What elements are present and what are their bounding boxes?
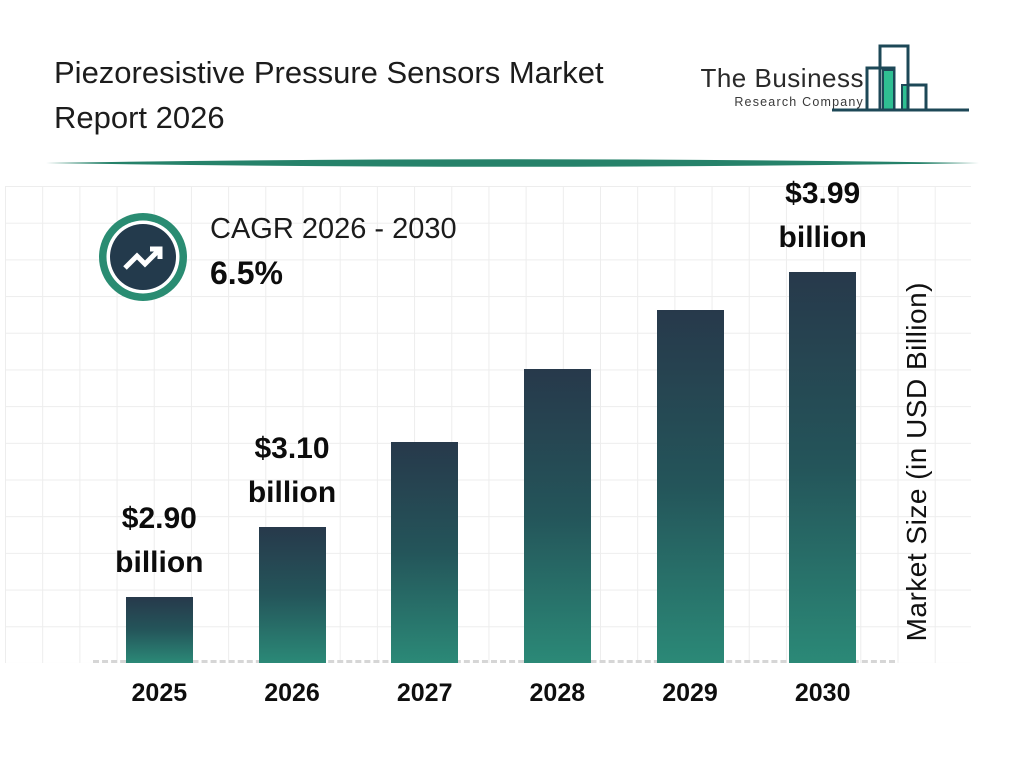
bar-value-line1: $3.99 [785, 177, 861, 210]
bar [391, 442, 459, 663]
page-title-line1: Piezoresistive Pressure Sensors Market [54, 55, 604, 90]
bars-row: $2.90 billion 2025 $3.10 billion 2026 2027 2028… [93, 177, 889, 707]
bar-value-label: $3.99 billion [736, 172, 909, 260]
bar-value-line1: $3.10 [254, 432, 330, 465]
bar-chart-logo-icon [832, 44, 969, 112]
bar-value-line2: billion [247, 476, 337, 509]
x-axis-label: 2027 [396, 679, 453, 707]
bar [523, 369, 591, 663]
company-logo: The Business Research Company [660, 63, 864, 109]
bar [789, 272, 857, 663]
y-axis-label: Market Size (in USD Billion) [901, 282, 932, 642]
x-axis-label: 2025 [131, 679, 188, 707]
x-axis-label: 2029 [662, 679, 718, 707]
bar-value-label: $2.90 billion [73, 497, 246, 585]
page-title-line2: Report 2026 [54, 100, 225, 135]
bar-slot: $3.10 billion 2026 [226, 186, 359, 707]
x-axis-label: 2030 [794, 679, 851, 707]
bar [258, 527, 326, 663]
x-axis-baseline [93, 660, 895, 663]
bar [125, 597, 193, 663]
bar-value-line1: $2.90 [121, 502, 197, 535]
logo-company-name: The Business [700, 63, 864, 93]
bar-slot: $3.99 billion 2030 [756, 177, 889, 707]
bar-value-line2: billion [115, 546, 204, 579]
bar-slot: 2028 [491, 186, 624, 707]
page-title: Piezoresistive Pressure Sensors Market R… [54, 50, 714, 140]
trending-up-icon [99, 213, 187, 301]
x-axis-label: 2028 [529, 679, 586, 707]
cagr-block: CAGR 2026 - 2030 6.5% [210, 213, 457, 292]
bar-slot: 2027 [358, 186, 491, 707]
cagr-label: CAGR 2026 - 2030 [210, 213, 457, 245]
bar-slot: $2.90 billion 2025 [93, 186, 226, 707]
logo-company-subname: Research Company [734, 95, 864, 109]
bar [656, 310, 724, 663]
divider-line [46, 159, 979, 167]
bar-value-line2: billion [778, 221, 867, 254]
x-axis-label: 2026 [264, 679, 320, 707]
cagr-value: 6.5% [210, 255, 283, 291]
bar-slot: 2029 [624, 186, 757, 707]
bar-value-label: $3.10 billion [206, 427, 379, 515]
